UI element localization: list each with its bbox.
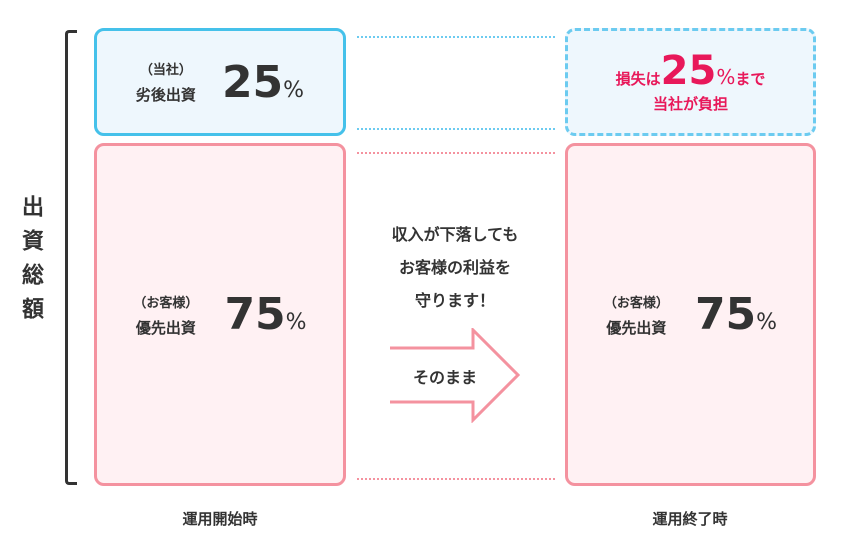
total-label: 出資総額	[18, 195, 43, 331]
senior-sub: （お客様）	[133, 295, 199, 311]
senior-name: 優先出資	[135, 318, 196, 337]
start-label: 運用開始時	[182, 510, 258, 528]
senior-unit: %	[285, 310, 307, 335]
junior-value: 25	[221, 56, 284, 108]
loss-pre: 損失は	[615, 69, 661, 88]
loss-post: まで	[735, 69, 766, 88]
message-line: お客様の利益を	[398, 258, 511, 277]
message: 収入が下落しても お客様の利益を 守ります！	[350, 218, 560, 317]
senior-value: 75	[694, 289, 757, 340]
senior-unit: %	[756, 310, 778, 335]
junior-unit: %	[283, 77, 305, 103]
guide-line	[357, 152, 555, 154]
junior-name: 劣後出資	[135, 86, 196, 104]
total-bracket	[65, 30, 77, 485]
arrow-label: そのまま	[412, 368, 477, 387]
loss-unit: %	[716, 64, 736, 89]
message-line: 収入が下落しても	[391, 225, 519, 244]
senior-name: 優先出資	[606, 318, 667, 337]
senior-investment-box-end: （お客様） 優先出資 75%	[565, 143, 816, 486]
guide-line	[357, 36, 555, 38]
junior-sub: （当社）	[139, 63, 192, 78]
end-label: 運用終了時	[652, 510, 728, 528]
loss-value: 25	[660, 47, 717, 94]
senior-value: 75	[224, 289, 286, 340]
senior-investment-box-start: （お客様） 優先出資 75%	[94, 143, 346, 486]
loss-line2: 当社が負担	[652, 94, 728, 113]
message-line: 守ります！	[414, 291, 495, 310]
senior-sub: （お客様）	[603, 295, 669, 311]
guide-line	[357, 128, 555, 130]
loss-burden-box: 損失は 25 % まで 当社が負担	[565, 28, 816, 136]
guide-line	[357, 478, 555, 480]
arrow-icon	[390, 328, 521, 423]
junior-investment-box: （当社） 劣後出資 25%	[94, 28, 346, 136]
